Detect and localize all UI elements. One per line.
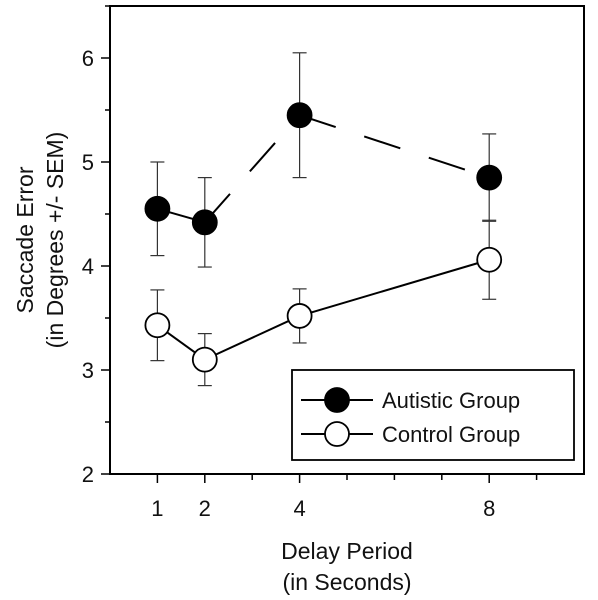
x-axis-title: (in Seconds): [282, 569, 411, 595]
series-line-segment: [299, 114, 490, 179]
legend-marker-filled: [324, 387, 350, 413]
data-point-open: [144, 312, 171, 339]
axes: 2 3 4 5 6 1 2 4 8 Delay Period (in Seconds) Saccade…: [12, 5, 538, 595]
data-point-open: [286, 303, 313, 329]
series-1: [144, 52, 503, 268]
y-tick-label: 5: [82, 150, 94, 175]
legend: Autistic Group Control Group: [291, 369, 575, 461]
y-axis-title: Saccade Error: [12, 166, 38, 313]
x-axis-title: Delay Period: [281, 538, 413, 564]
legend-label: Control Group: [382, 422, 520, 447]
x-tick-label: 2: [199, 496, 211, 521]
y-tick-label: 2: [82, 462, 94, 487]
series-line-segment: [204, 315, 301, 361]
data-point-filled: [476, 164, 503, 191]
data-point-filled: [191, 209, 218, 236]
series-line-segment: [204, 114, 301, 223]
data-point-filled: [286, 102, 313, 129]
data-point-open: [476, 246, 503, 273]
y-axis-title: (in Degrees +/- SEM): [42, 132, 68, 349]
x-tick-label: 4: [293, 496, 305, 521]
y-tick-label: 4: [82, 254, 94, 279]
x-tick-label: 8: [483, 496, 495, 521]
legend-marker-open: [324, 421, 350, 447]
y-tick-label: 6: [82, 46, 94, 71]
data-point-filled: [144, 195, 171, 222]
x-tick-label: 1: [151, 496, 163, 521]
series-line-segment: [299, 258, 490, 317]
data-point-open: [191, 346, 218, 373]
y-tick-label: 3: [82, 358, 94, 383]
legend-label: Autistic Group: [382, 388, 520, 413]
series-2: [144, 219, 503, 387]
chart-marks: [144, 52, 503, 387]
